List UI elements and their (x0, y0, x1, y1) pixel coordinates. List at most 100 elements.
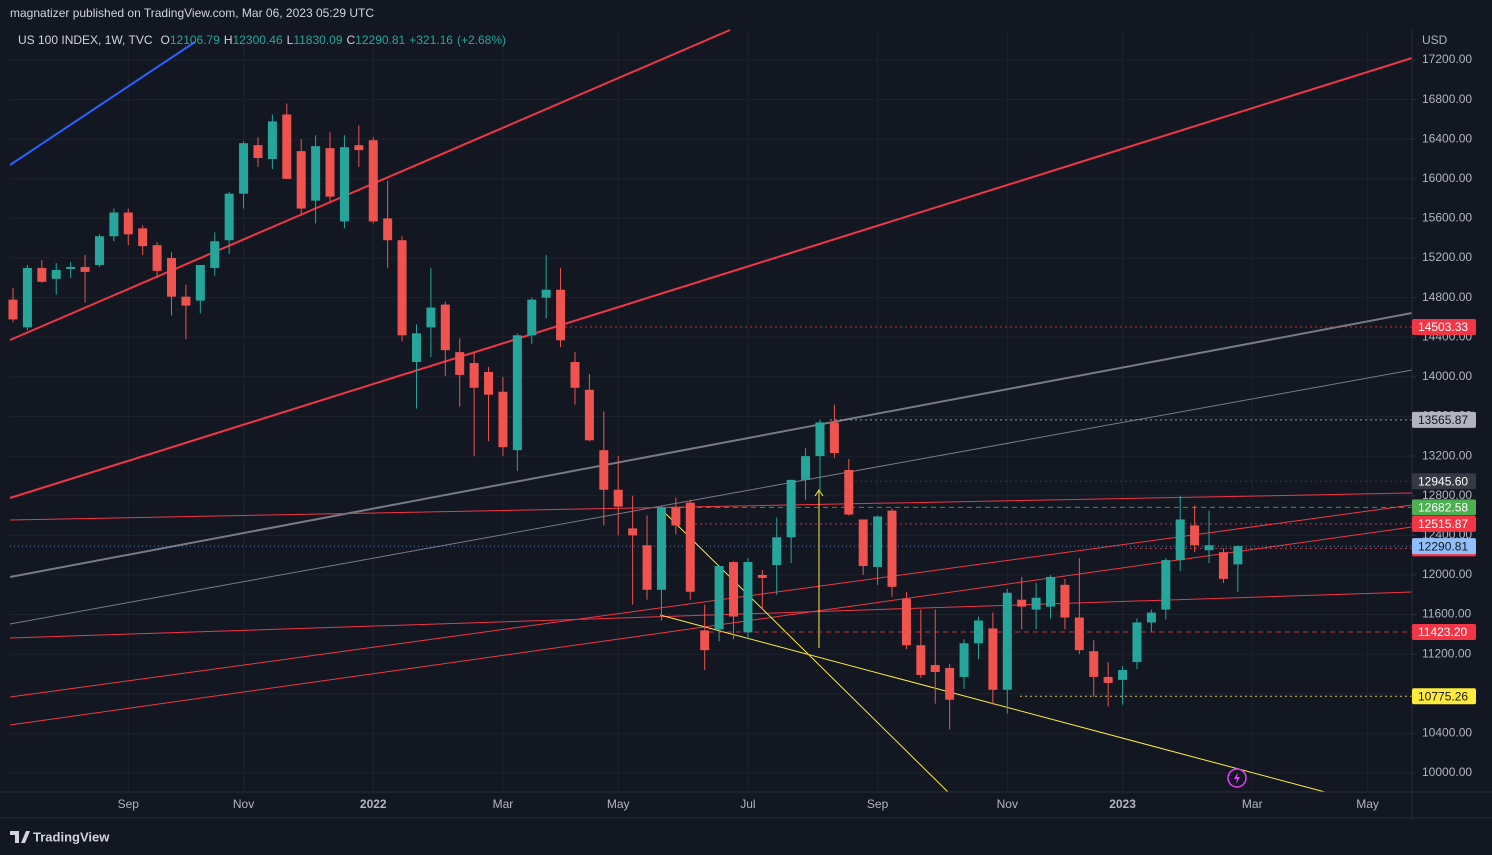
candle-body (570, 362, 580, 388)
candle-body (51, 269, 61, 279)
axes: 10000.0010400.0010800.0011200.0011600.00… (118, 52, 1476, 811)
legend-key: H (224, 33, 233, 47)
logo-mark (10, 831, 30, 843)
candle-body (556, 289, 566, 341)
candle-body (1161, 560, 1171, 610)
price-label: 12682.58 (1418, 501, 1468, 515)
legend-value: 11830.09 (293, 33, 342, 47)
y-tick-label: 13200.00 (1422, 448, 1472, 462)
candle-body (628, 528, 638, 536)
candle-body (8, 299, 18, 320)
candle-body (123, 212, 133, 235)
candle-body (339, 147, 349, 222)
y-tick-label: 11200.00 (1422, 646, 1471, 660)
candle-body (440, 304, 450, 351)
candle-body (94, 236, 104, 265)
price-label-box (1412, 538, 1476, 555)
candle-body (743, 562, 753, 633)
x-tick-label: 2022 (360, 797, 387, 811)
candle-body (397, 240, 407, 336)
candle-body (383, 218, 393, 241)
price-label: 11423.20 (1418, 625, 1467, 639)
x-tick-label: May (1356, 797, 1379, 811)
x-tick-label: Mar (1242, 797, 1263, 811)
candle-body (311, 146, 321, 201)
candle-body (469, 363, 479, 388)
y-tick-label: 15600.00 (1422, 211, 1472, 225)
candle-body (858, 519, 868, 567)
price-label: 13565.87 (1418, 413, 1468, 427)
candle-body (1046, 576, 1056, 607)
x-tick-label: 2023 (1109, 797, 1136, 811)
price-label-box (1412, 411, 1476, 428)
legend-value: 12300.46 (233, 33, 283, 47)
candle-body (195, 264, 205, 301)
price-label: 12290.81 (1418, 539, 1468, 553)
legend: US 100 INDEX, 1W, TVC O12106.79 H12300.46 L… (18, 33, 506, 47)
candle-body (66, 266, 76, 269)
price-label: 12515.87 (1418, 517, 1468, 531)
candle-body (873, 516, 883, 568)
event-glyph (1234, 772, 1240, 784)
event-icon[interactable] (1227, 768, 1247, 788)
x-tick-label: Nov (997, 797, 1018, 811)
x-tick-label: Mar (493, 797, 514, 811)
y-tick-label: 12800.00 (1422, 488, 1472, 502)
legend-key: O (161, 33, 170, 47)
candle-body (22, 267, 32, 328)
price-label-box (1412, 624, 1476, 641)
price-label: 12945.60 (1418, 474, 1468, 488)
candle-body (757, 574, 767, 578)
candle-body (1190, 525, 1200, 546)
candle-body (37, 267, 47, 282)
y-tick-label: 14000.00 (1422, 369, 1472, 383)
candle-body (1118, 670, 1128, 680)
candle-body (786, 479, 796, 538)
price-label-box (1412, 499, 1476, 516)
x-tick-label: Nov (233, 797, 254, 811)
candle-body (729, 562, 738, 617)
candle-body (498, 391, 508, 448)
candle-body (829, 422, 839, 454)
candle-body (1175, 519, 1185, 561)
candle-body (815, 422, 825, 457)
candle-body (282, 114, 292, 179)
candle-body (685, 502, 695, 592)
legend-symbol: US 100 INDEX, 1W, TVC (18, 33, 153, 47)
legend-change: +321.16 (409, 33, 453, 47)
candle-body (1204, 545, 1214, 551)
candles (8, 103, 1243, 730)
candle-body (959, 643, 969, 677)
candle-body (930, 665, 940, 672)
candle-body (138, 228, 148, 247)
legend-value: 12106.79 (170, 33, 220, 47)
candle-body (224, 193, 234, 241)
candle-body (354, 145, 364, 151)
y-tick-label: 14800.00 (1422, 290, 1472, 304)
y-tick-label: 10000.00 (1422, 765, 1472, 779)
price-label: 10775.26 (1418, 689, 1468, 703)
candle-body (1103, 676, 1113, 683)
candle-body (584, 389, 594, 441)
trend-line (9, 312, 1413, 578)
x-tick-label: Sep (118, 797, 140, 811)
candle-body (1146, 612, 1156, 623)
candle-body (167, 258, 177, 297)
candle-body (887, 510, 897, 587)
candle-body (1002, 592, 1012, 690)
candle-body (973, 620, 983, 644)
y-tick-label: 10400.00 (1422, 726, 1472, 740)
candle-body (411, 333, 421, 363)
y-tick-label: 15200.00 (1422, 250, 1472, 264)
legend-key: L (287, 33, 294, 47)
price-label-box (1412, 473, 1476, 490)
candle-body (801, 456, 811, 480)
price-label-box (1412, 688, 1476, 705)
candle-body (80, 266, 90, 272)
candle-body (1031, 597, 1041, 610)
candle-body (700, 630, 710, 651)
candle-body (772, 537, 782, 566)
candle-body (1218, 552, 1228, 579)
candle-body (671, 507, 681, 526)
